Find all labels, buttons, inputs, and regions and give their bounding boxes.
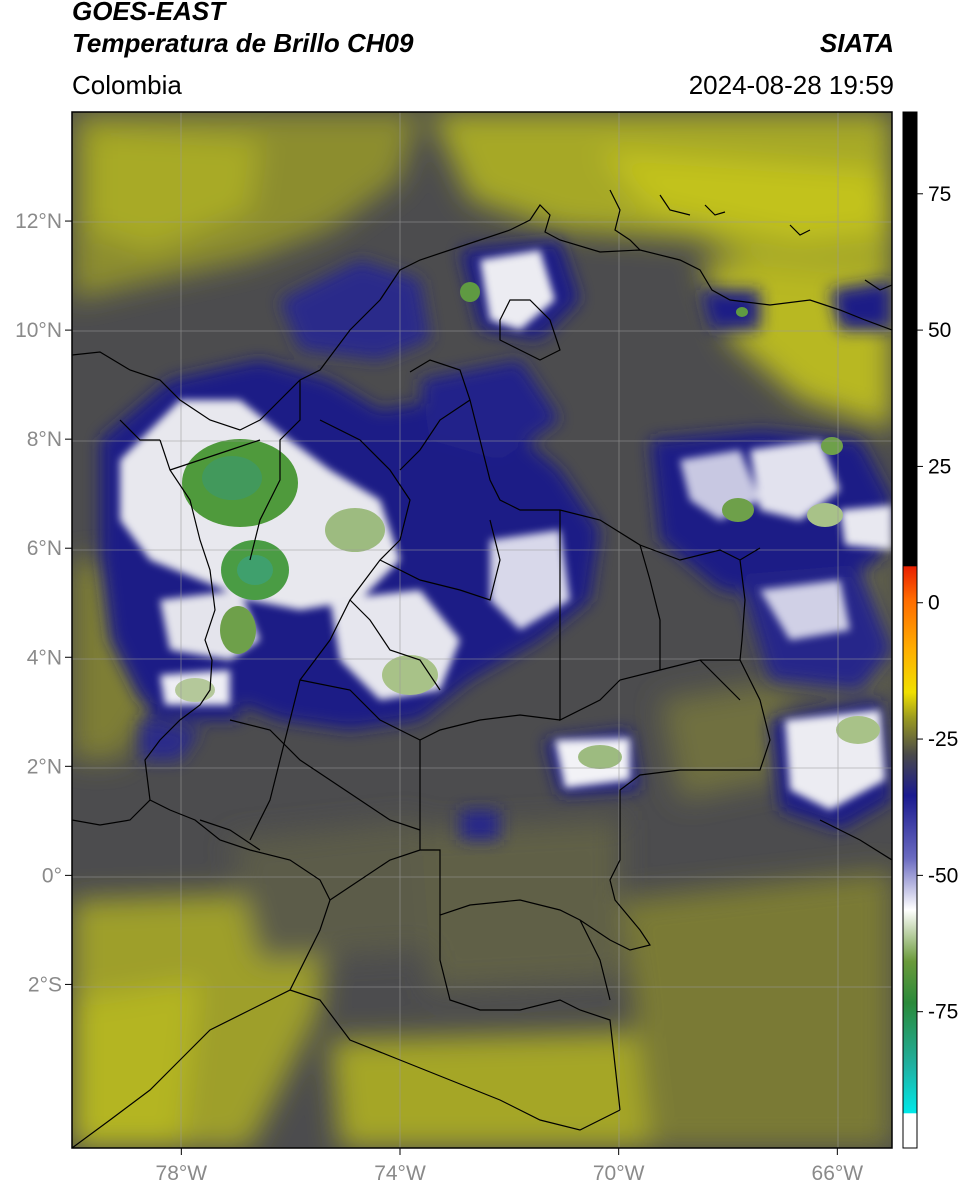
longitude-ticks: 78°W 74°W 70°W 66°W <box>156 1148 864 1185</box>
lat-tick-label: 6°N <box>27 537 62 560</box>
datetime-label: 2024-08-28 19:59 <box>688 70 894 100</box>
colorbar-tick-label: 0 <box>928 592 940 615</box>
colorbar-tick-label: 75 <box>928 183 951 206</box>
colorbar-tick-label: -50 <box>928 864 958 887</box>
lon-tick-label: 66°W <box>812 1162 864 1185</box>
borders <box>72 189 892 1148</box>
graticule <box>72 112 892 1148</box>
colorbar-frame <box>902 111 918 1149</box>
lon-tick-label: 70°W <box>593 1162 645 1185</box>
colorbar-ticks: 75 50 25 0 -25 -50 -75 <box>917 183 958 1024</box>
lat-tick-label: 8°N <box>27 428 62 451</box>
colorbar-tick-label: -25 <box>928 728 958 751</box>
lat-tick-label: 12°N <box>15 210 62 233</box>
lat-tick-label: 10°N <box>15 319 62 342</box>
colorbar-ramp <box>903 112 917 1148</box>
region-label: Colombia <box>72 70 182 100</box>
coldest-cloud-green <box>175 282 880 769</box>
brand-label: SIATA <box>819 28 894 58</box>
lat-tick-label: 0° <box>42 864 62 887</box>
product-title: Temperatura de Brillo CH09 <box>72 28 414 58</box>
lon-tick-label: 74°W <box>374 1162 426 1185</box>
colorbar-tick-label: 25 <box>928 455 951 478</box>
colorbar-tick-label: -75 <box>928 1001 958 1024</box>
lat-tick-label: 4°N <box>27 646 62 669</box>
lon-tick-label: 78°W <box>156 1162 208 1185</box>
colorbar-tick-label: 50 <box>928 319 951 342</box>
lat-tick-label: 2°S <box>28 973 62 996</box>
latitude-ticks: 12°N 10°N 8°N 6°N 4°N 2°N 0° 2°S <box>15 210 72 996</box>
lat-tick-label: 2°N <box>27 755 62 778</box>
plot-frame <box>71 111 893 1149</box>
satellite-title: GOES-EAST <box>72 0 226 26</box>
colorbar: 75 50 25 0 -25 -50 -75 <box>902 111 958 1149</box>
imagery-layer <box>72 112 892 1148</box>
